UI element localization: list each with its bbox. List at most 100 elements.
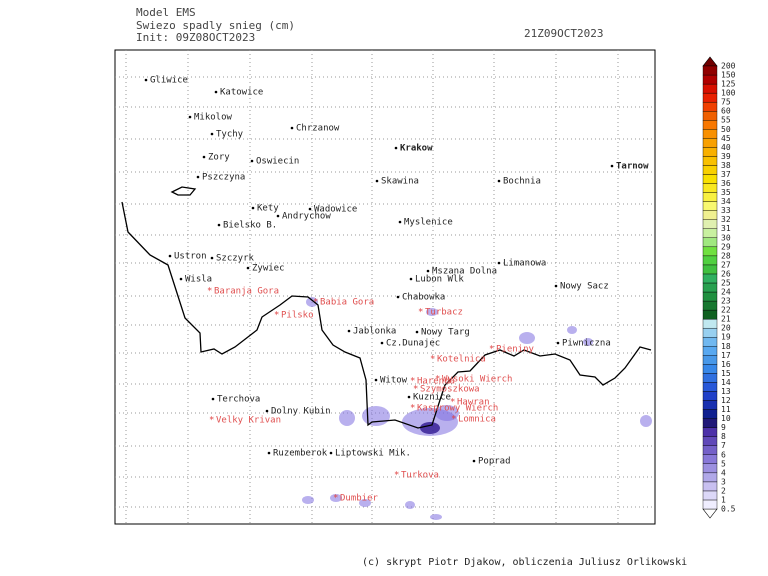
colorbar-swatch [702, 138, 718, 148]
colorbar-swatch [702, 382, 718, 392]
colorbar-swatch [702, 309, 718, 320]
peak-label: Lomnica [458, 415, 496, 425]
colorbar-swatch [702, 409, 718, 419]
city-marker [556, 341, 560, 345]
border [121, 201, 652, 429]
city-label: Limanowa [503, 259, 546, 269]
colorbar-swatch [702, 156, 718, 166]
colorbar-label: 26 [721, 269, 731, 278]
city-marker [497, 261, 501, 265]
city-label: Piwniczna [562, 339, 611, 349]
city-marker [374, 378, 378, 382]
colorbar-label: 30 [721, 233, 731, 242]
city-marker [394, 146, 398, 150]
city-marker [415, 330, 419, 334]
colorbar-swatch [702, 346, 718, 356]
peak-label: Turkova [401, 471, 439, 481]
peak-label: Szymoszkowa [420, 385, 480, 395]
peak-label: Hawran [457, 398, 490, 408]
colorbar-swatch [702, 327, 718, 338]
colorbar-label: 24 [721, 288, 731, 297]
colorbar-label: 36 [721, 179, 731, 188]
peak-label: Velky Krivan [216, 416, 281, 426]
colorbar-swatch [702, 355, 718, 365]
city-marker [409, 277, 413, 281]
city-label: Myslenice [404, 218, 453, 228]
colorbar-label: 11 [721, 405, 731, 414]
colorbar-swatch [702, 490, 718, 501]
colorbar-label: 125 [721, 80, 736, 89]
colorbar-swatch [702, 74, 718, 85]
colorbar-label: 200 [721, 62, 736, 71]
colorbar-swatch [702, 246, 718, 257]
city-marker [214, 90, 218, 94]
colorbar-label: 50 [721, 125, 731, 134]
city-label: Chabowka [402, 293, 445, 303]
colorbar-swatch [702, 463, 718, 474]
peak-marker: * [207, 287, 212, 297]
model-title: Model EMS [136, 6, 196, 19]
colorbar-swatch [702, 454, 718, 464]
colorbar-swatch [702, 183, 718, 193]
peak-marker: * [451, 415, 456, 425]
city-label: Katowice [220, 88, 263, 98]
colorbar-end [702, 508, 718, 519]
colorbar-label: 20 [721, 324, 731, 333]
colorbar-label: 21 [721, 315, 731, 324]
colorbar-label: 45 [721, 134, 731, 143]
colorbar-swatch [702, 418, 718, 428]
colorbar-swatch [702, 364, 718, 374]
city-marker [276, 214, 280, 218]
city-label: Liptowski Mik. [335, 449, 411, 459]
colorbar-label: 6 [721, 450, 726, 459]
peak-label: Dumbier [340, 494, 379, 504]
colorbar-swatch [702, 111, 718, 121]
colorbar-swatch [702, 472, 718, 483]
city-label: Nowy Sacz [560, 282, 609, 292]
colorbar-swatch [702, 129, 718, 139]
peak-marker: * [418, 308, 423, 318]
peak-label: Wysoki Wierch [442, 375, 512, 385]
city-marker [554, 284, 558, 288]
city-label: Tarnow [616, 162, 649, 172]
city-marker [396, 295, 400, 299]
colorbar-swatch [702, 219, 718, 229]
peak-marker: * [313, 298, 318, 308]
colorbar-label: 40 [721, 143, 731, 152]
colorbar-label: 60 [721, 107, 731, 116]
city-label: Ustron [174, 252, 207, 262]
colorbar-label: 17 [721, 351, 731, 360]
colorbar-swatch [702, 481, 718, 492]
city-label: Dolny Kubin [271, 407, 331, 417]
peak-marker: * [333, 494, 338, 504]
colorbar-swatch [702, 192, 718, 202]
city-label: Zywiec [252, 264, 285, 274]
colorbar-swatch [702, 291, 718, 302]
city-label: Chrzanow [296, 124, 340, 134]
city-marker [202, 155, 206, 159]
map-frame [114, 49, 656, 525]
colorbar-label: 38 [721, 161, 731, 170]
city-label: Andrychow [282, 212, 331, 222]
credits: (c) skrypt Piotr Djakow, obliczenia Juli… [362, 557, 687, 568]
city-label: Skawina [381, 177, 419, 187]
colorbar-label: 22 [721, 306, 731, 315]
colorbar-label: 7 [721, 441, 726, 450]
colorbar-swatch [702, 201, 718, 211]
city-label: Poprad [478, 457, 511, 467]
peak-marker: * [430, 355, 435, 365]
colorbar-label: 150 [721, 71, 736, 80]
city-label: Bielsko B. [223, 221, 277, 231]
city-label: Szczyrk [216, 254, 255, 264]
colorbar-swatch [702, 282, 718, 293]
colorbar-label: 10 [721, 414, 731, 423]
peak-label: Babia Gora [320, 298, 374, 308]
colorbar-label: 39 [721, 152, 731, 161]
peak-marker: * [413, 385, 418, 395]
colorbar-label: 100 [721, 89, 736, 98]
product-title: Swiezo spadly snieg (cm) [136, 19, 295, 32]
peak-label: Harenda [417, 377, 455, 387]
colorbar-swatch [702, 237, 718, 248]
colorbar-label: 33 [721, 206, 731, 215]
